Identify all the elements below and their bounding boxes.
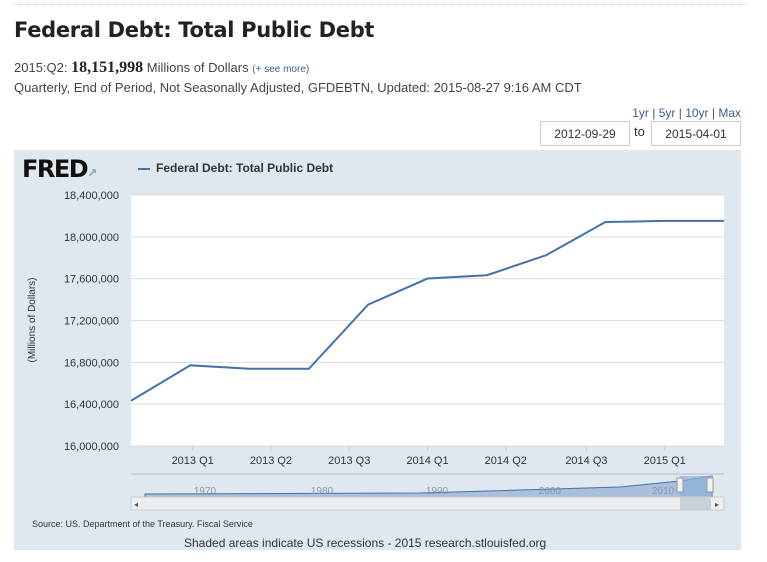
see-more-link[interactable]: (+ see more) <box>252 64 310 75</box>
x-tick-label: 2013 Q3 <box>328 455 370 467</box>
value: 18,151,998 <box>71 59 144 76</box>
range-links: 1yr | 5yr | 10yr | Max <box>632 106 741 120</box>
date-to-input[interactable]: 2015-04-01 <box>651 121 741 146</box>
scrollbar-thumb[interactable] <box>680 497 711 510</box>
legend-label: Federal Debt: Total Public Debt <box>156 161 334 175</box>
legend-item[interactable]: Federal Debt: Total Public Debt <box>138 161 333 175</box>
y-tick-label: 17,200,000 <box>64 316 119 328</box>
legend-line-icon <box>138 167 150 170</box>
latest-value: 2015:Q2: 18,151,998 Millions of Dollars … <box>14 59 309 77</box>
units: Millions of Dollars <box>146 60 249 75</box>
period: 2015:Q2: <box>14 60 68 75</box>
series-meta: Quarterly, End of Period, Not Seasonally… <box>14 80 582 95</box>
range-5yr[interactable]: 5yr <box>658 106 676 120</box>
y-tick-label: 16,800,000 <box>64 357 119 369</box>
fred-logo: FRED↗ <box>22 155 97 183</box>
x-tick-label: 2014 Q3 <box>565 455 607 467</box>
y-axis-label: (Millions of Dollars) <box>27 277 38 362</box>
navigator-label: 1980 <box>311 486 334 497</box>
navigator-label: 2000 <box>539 486 562 497</box>
page-title: Federal Debt: Total Public Debt <box>14 18 375 42</box>
range-max[interactable]: Max <box>718 106 741 120</box>
y-tick-label: 16,000,000 <box>64 441 119 453</box>
navigator-label: 1970 <box>194 486 217 497</box>
navigator-handle[interactable] <box>706 477 714 493</box>
y-tick-label: 17,600,000 <box>64 274 119 286</box>
range-10yr[interactable]: 10yr <box>685 106 709 120</box>
x-tick-label: 2014 Q2 <box>485 455 527 467</box>
date-from-input[interactable]: 2012-09-29 <box>540 121 630 146</box>
source-text: Source: US. Department of the Treasury. … <box>32 519 253 529</box>
y-tick-label: 16,400,000 <box>64 399 119 411</box>
x-tick-label: 2013 Q2 <box>250 455 292 467</box>
x-tick-label: 2013 Q1 <box>172 455 214 467</box>
navigator-label: 1990 <box>426 486 449 497</box>
range-1yr[interactable]: 1yr <box>632 106 649 120</box>
y-tick-label: 18,000,000 <box>64 232 119 244</box>
navigator-selection <box>680 476 712 497</box>
to-label: to <box>634 124 645 139</box>
y-tick-label: 18,400,000 <box>64 190 119 202</box>
top-divider <box>14 4 745 5</box>
scroll-left-arrow-icon[interactable]: ◂ <box>134 500 138 509</box>
navigator-label: 2010 <box>652 486 675 497</box>
footer-text: Shaded areas indicate US recessions - 20… <box>184 536 547 550</box>
x-tick-label: 2014 Q1 <box>406 455 448 467</box>
navigator-handle[interactable] <box>676 477 684 493</box>
scrollbar-track[interactable] <box>130 496 725 511</box>
x-tick-label: 2015 Q1 <box>644 455 686 467</box>
scroll-right-arrow-icon[interactable]: ▸ <box>715 500 719 509</box>
